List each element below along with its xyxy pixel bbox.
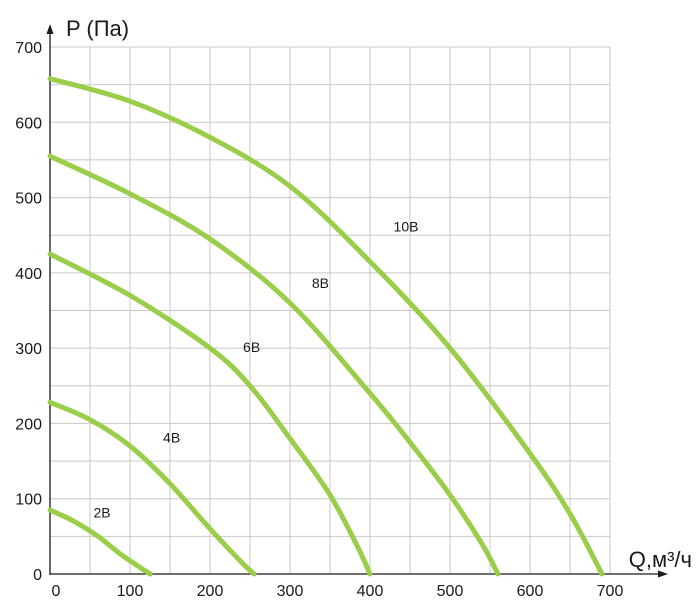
grid <box>50 46 611 574</box>
y-tick-label: 400 <box>15 266 42 283</box>
y-tick-label: 600 <box>15 115 42 132</box>
x-axis-title: Q,м³/ч <box>629 547 692 572</box>
curve-label: 2В <box>93 505 110 521</box>
curve-8В <box>47 153 501 577</box>
x-tick-label: 400 <box>357 583 384 600</box>
curve-label: 10В <box>394 218 419 234</box>
curves <box>47 76 605 577</box>
x-tick-label: 700 <box>597 583 624 600</box>
y-tick-label: 300 <box>15 341 42 358</box>
curve-labels: 2В 4В 6В 8В 10В <box>93 218 418 520</box>
curve-10В <box>47 76 605 577</box>
y-tick-label: 700 <box>15 40 42 57</box>
x-tick-label: 300 <box>277 583 304 600</box>
curve-label: 6В <box>243 339 260 355</box>
y-axis-arrow <box>46 24 54 34</box>
y-tick-label: 200 <box>15 416 42 433</box>
curve-label: 4В <box>163 429 180 445</box>
x-tick-label: 100 <box>117 583 144 600</box>
y-axis-title: P (Па) <box>66 16 129 41</box>
y-tick-label: 0 <box>33 567 42 584</box>
curve-label: 8В <box>312 275 329 291</box>
y-tick-label: 100 <box>15 492 42 509</box>
curve-4В <box>47 399 257 577</box>
curve-2В <box>47 507 153 577</box>
y-tick-label: 500 <box>15 191 42 208</box>
tick-labels: 0 100 200 300 400 500 600 700 0 100 200 300 400 500 60… <box>15 40 623 600</box>
x-tick-label: 500 <box>437 583 464 600</box>
x-tick-label: 600 <box>517 583 544 600</box>
curve-6В <box>47 251 373 577</box>
x-tick-label: 200 <box>197 583 224 600</box>
x-tick-label: 0 <box>52 583 61 600</box>
x-axis-arrow <box>658 570 668 578</box>
